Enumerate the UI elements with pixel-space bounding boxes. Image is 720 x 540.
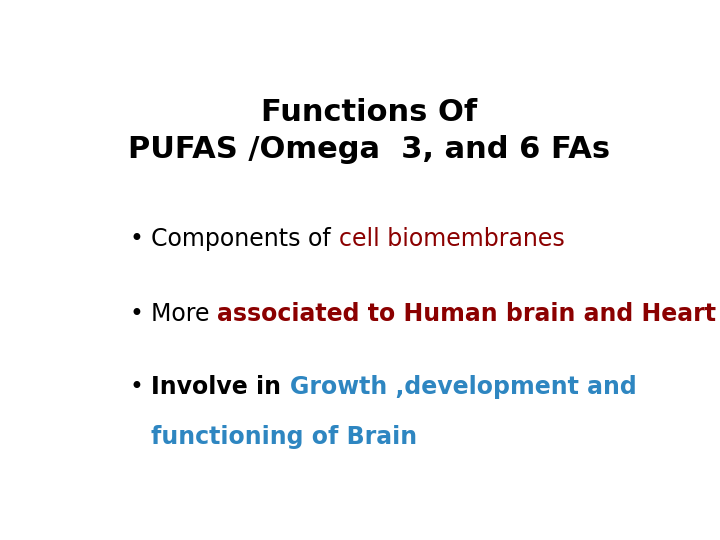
Text: cell biomembranes: cell biomembranes (338, 227, 564, 252)
Text: Growth ,development and: Growth ,development and (289, 375, 636, 399)
Text: More: More (151, 302, 217, 326)
Text: Involve in: Involve in (151, 375, 289, 399)
Text: •: • (129, 227, 143, 252)
Text: •: • (129, 375, 143, 399)
Text: Components of: Components of (151, 227, 338, 252)
Text: functioning of Brain: functioning of Brain (151, 425, 418, 449)
Text: Functions Of
PUFAS /Omega  3, and 6 FAs: Functions Of PUFAS /Omega 3, and 6 FAs (128, 98, 610, 164)
Text: associated to Human brain and Heart: associated to Human brain and Heart (217, 302, 716, 326)
Text: •: • (129, 302, 143, 326)
